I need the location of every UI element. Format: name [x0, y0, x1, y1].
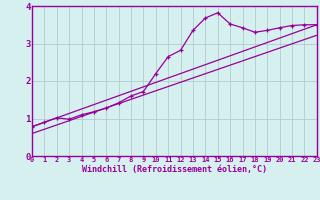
- X-axis label: Windchill (Refroidissement éolien,°C): Windchill (Refroidissement éolien,°C): [82, 165, 267, 174]
